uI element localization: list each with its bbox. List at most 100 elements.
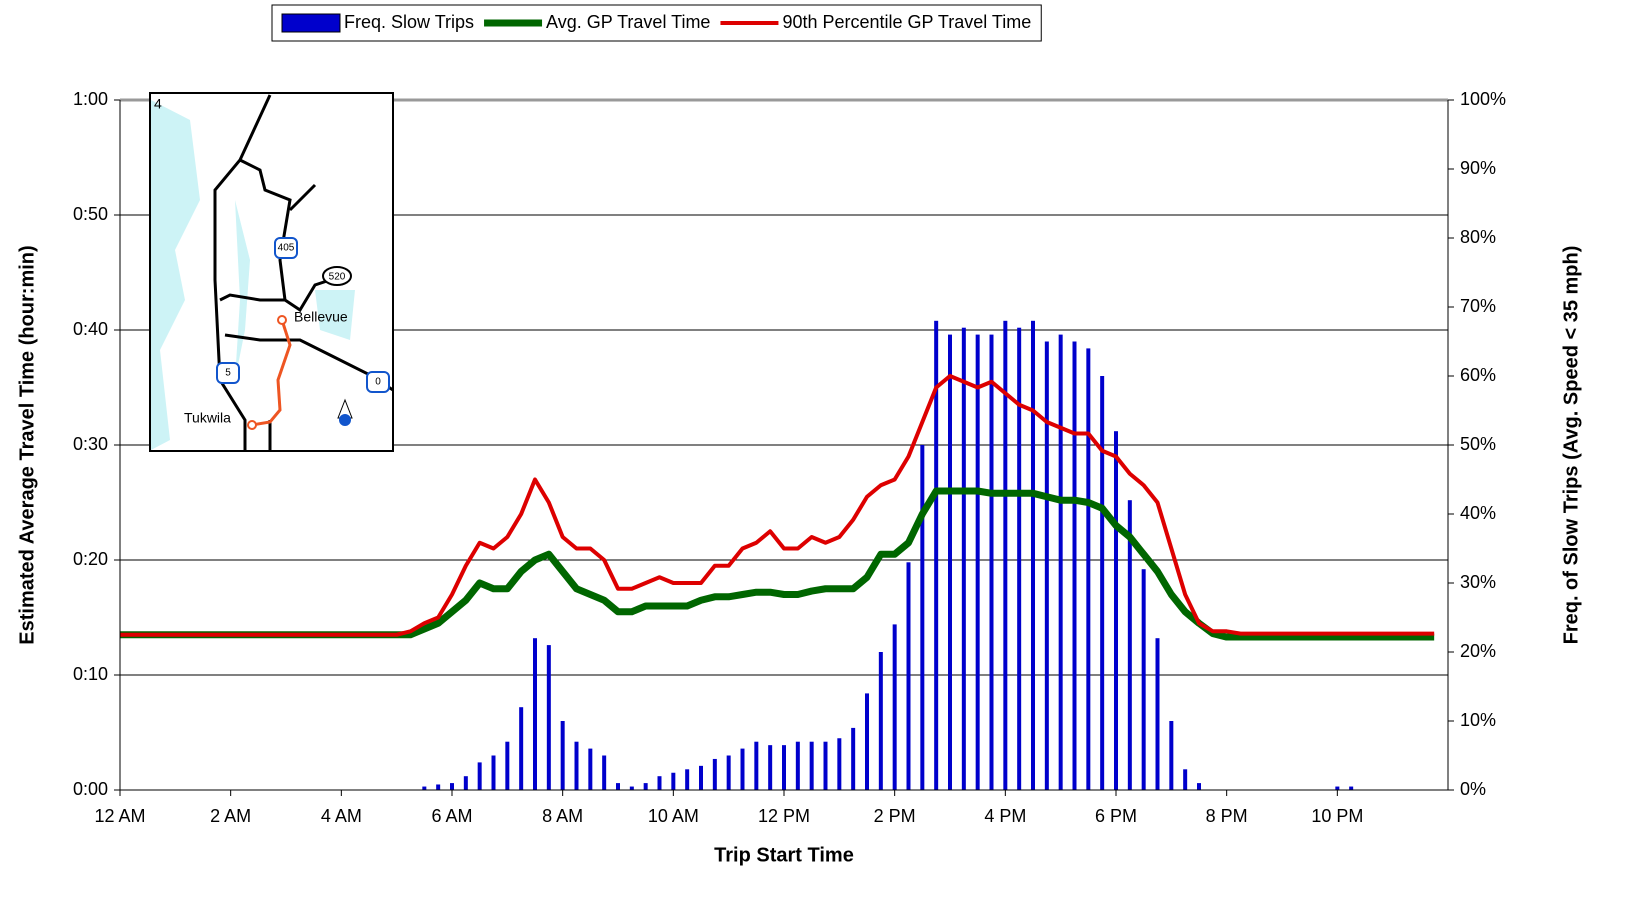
bar xyxy=(1349,786,1354,790)
shield xyxy=(366,371,390,393)
bar xyxy=(740,748,745,790)
x-tick-label: 10 AM xyxy=(648,806,699,826)
bar xyxy=(560,721,565,790)
map-label: Bellevue xyxy=(294,309,348,325)
roads xyxy=(213,94,394,450)
x-tick-label: 2 PM xyxy=(874,806,916,826)
bar xyxy=(574,741,579,790)
bar xyxy=(616,783,620,790)
x-tick-label: 4 PM xyxy=(984,806,1026,826)
legend: Freq. Slow Trips Avg. GP Travel Time 90th … xyxy=(271,4,1042,42)
map-label: 405 xyxy=(278,243,295,254)
y2-tick-label: 0% xyxy=(1460,779,1486,799)
y2-tick-label: 50% xyxy=(1460,434,1496,454)
inset-map: 4 405 520 5 0 Bellevue Tukwila xyxy=(149,92,394,452)
bar xyxy=(726,755,731,790)
bar xyxy=(519,707,524,790)
bar xyxy=(699,765,703,790)
bar xyxy=(712,758,717,790)
x-axis-label: Trip Start Time xyxy=(714,844,854,866)
bar xyxy=(422,786,427,790)
legend-frame xyxy=(271,4,1042,42)
shield xyxy=(274,237,298,259)
y-axis-label: Estimated Average Travel Time (hour:min) xyxy=(16,245,38,644)
bar xyxy=(463,776,468,790)
map-label: 5 xyxy=(225,368,231,379)
y2-tick-label: 80% xyxy=(1460,227,1496,247)
bar xyxy=(1127,500,1132,790)
bar xyxy=(1114,431,1118,790)
bar xyxy=(685,769,690,790)
map-label: 0 xyxy=(375,377,381,388)
x-tick-label: 6 PM xyxy=(1095,806,1137,826)
bar xyxy=(1169,721,1174,790)
bar xyxy=(823,741,828,790)
bar xyxy=(533,638,537,790)
x-tick-label: 8 PM xyxy=(1206,806,1248,826)
y-tick-label: 0:30 xyxy=(73,434,108,454)
bar xyxy=(989,334,994,790)
legend-label: 90th Percentile GP Travel Time xyxy=(782,12,1031,32)
bar xyxy=(602,755,607,790)
legend-label: Freq. Slow Trips xyxy=(344,12,474,32)
bar xyxy=(948,334,952,790)
y2-tick-label: 70% xyxy=(1460,296,1496,316)
bar xyxy=(809,741,814,790)
route-start xyxy=(247,420,257,430)
legend-label: Avg. GP Travel Time xyxy=(546,12,710,32)
bar xyxy=(782,745,786,790)
bar xyxy=(1031,320,1035,790)
y2-tick-label: 40% xyxy=(1460,503,1496,523)
bar xyxy=(1058,334,1063,790)
line xyxy=(120,487,1435,641)
y2-tick-label: 20% xyxy=(1460,641,1496,661)
x-tick-label: 12 PM xyxy=(758,806,810,826)
bar xyxy=(975,334,980,790)
x-tick-label: 2 AM xyxy=(210,806,251,826)
bar xyxy=(546,645,551,790)
route-end xyxy=(277,315,287,325)
bar xyxy=(1003,320,1008,790)
bar xyxy=(1072,341,1077,790)
bar xyxy=(1086,348,1091,790)
bar xyxy=(1044,341,1049,790)
bar xyxy=(505,741,510,790)
y2-tick-label: 60% xyxy=(1460,365,1496,385)
north-arrow xyxy=(339,414,351,426)
x-tick-label: 4 AM xyxy=(321,806,362,826)
bar xyxy=(906,562,911,790)
bar xyxy=(629,786,634,790)
bar xyxy=(450,783,454,790)
map-label: 520 xyxy=(329,272,346,283)
y2-tick-label: 30% xyxy=(1460,572,1496,592)
shield xyxy=(322,266,352,286)
map-label: Tukwila xyxy=(184,410,231,426)
bar xyxy=(865,693,869,790)
y-tick-label: 0:10 xyxy=(73,664,108,684)
route xyxy=(251,319,292,427)
bar xyxy=(795,741,800,790)
water xyxy=(235,200,250,380)
x-tick-label: 12 AM xyxy=(94,806,145,826)
line xyxy=(120,374,1435,637)
bar xyxy=(920,445,925,790)
bar xyxy=(643,783,648,790)
bar xyxy=(491,755,496,790)
bar xyxy=(1335,786,1340,790)
bar xyxy=(892,624,897,790)
y-tick-label: 0:40 xyxy=(73,319,108,339)
y2-tick-label: 90% xyxy=(1460,158,1496,178)
y2-axis-label: Freq. of Slow Trips (Avg. Speed < 35 mph… xyxy=(1560,246,1582,645)
y-tick-label: 0:50 xyxy=(73,204,108,224)
bar xyxy=(477,762,482,790)
legend-swatch xyxy=(281,13,341,33)
map-label: 4 xyxy=(154,96,162,112)
bar xyxy=(1183,769,1188,790)
bar xyxy=(851,727,856,790)
bar xyxy=(1155,638,1160,790)
x-tick-label: 10 PM xyxy=(1311,806,1363,826)
bar xyxy=(671,772,676,790)
y-tick-label: 0:00 xyxy=(73,779,108,799)
y2-tick-label: 10% xyxy=(1460,710,1496,730)
